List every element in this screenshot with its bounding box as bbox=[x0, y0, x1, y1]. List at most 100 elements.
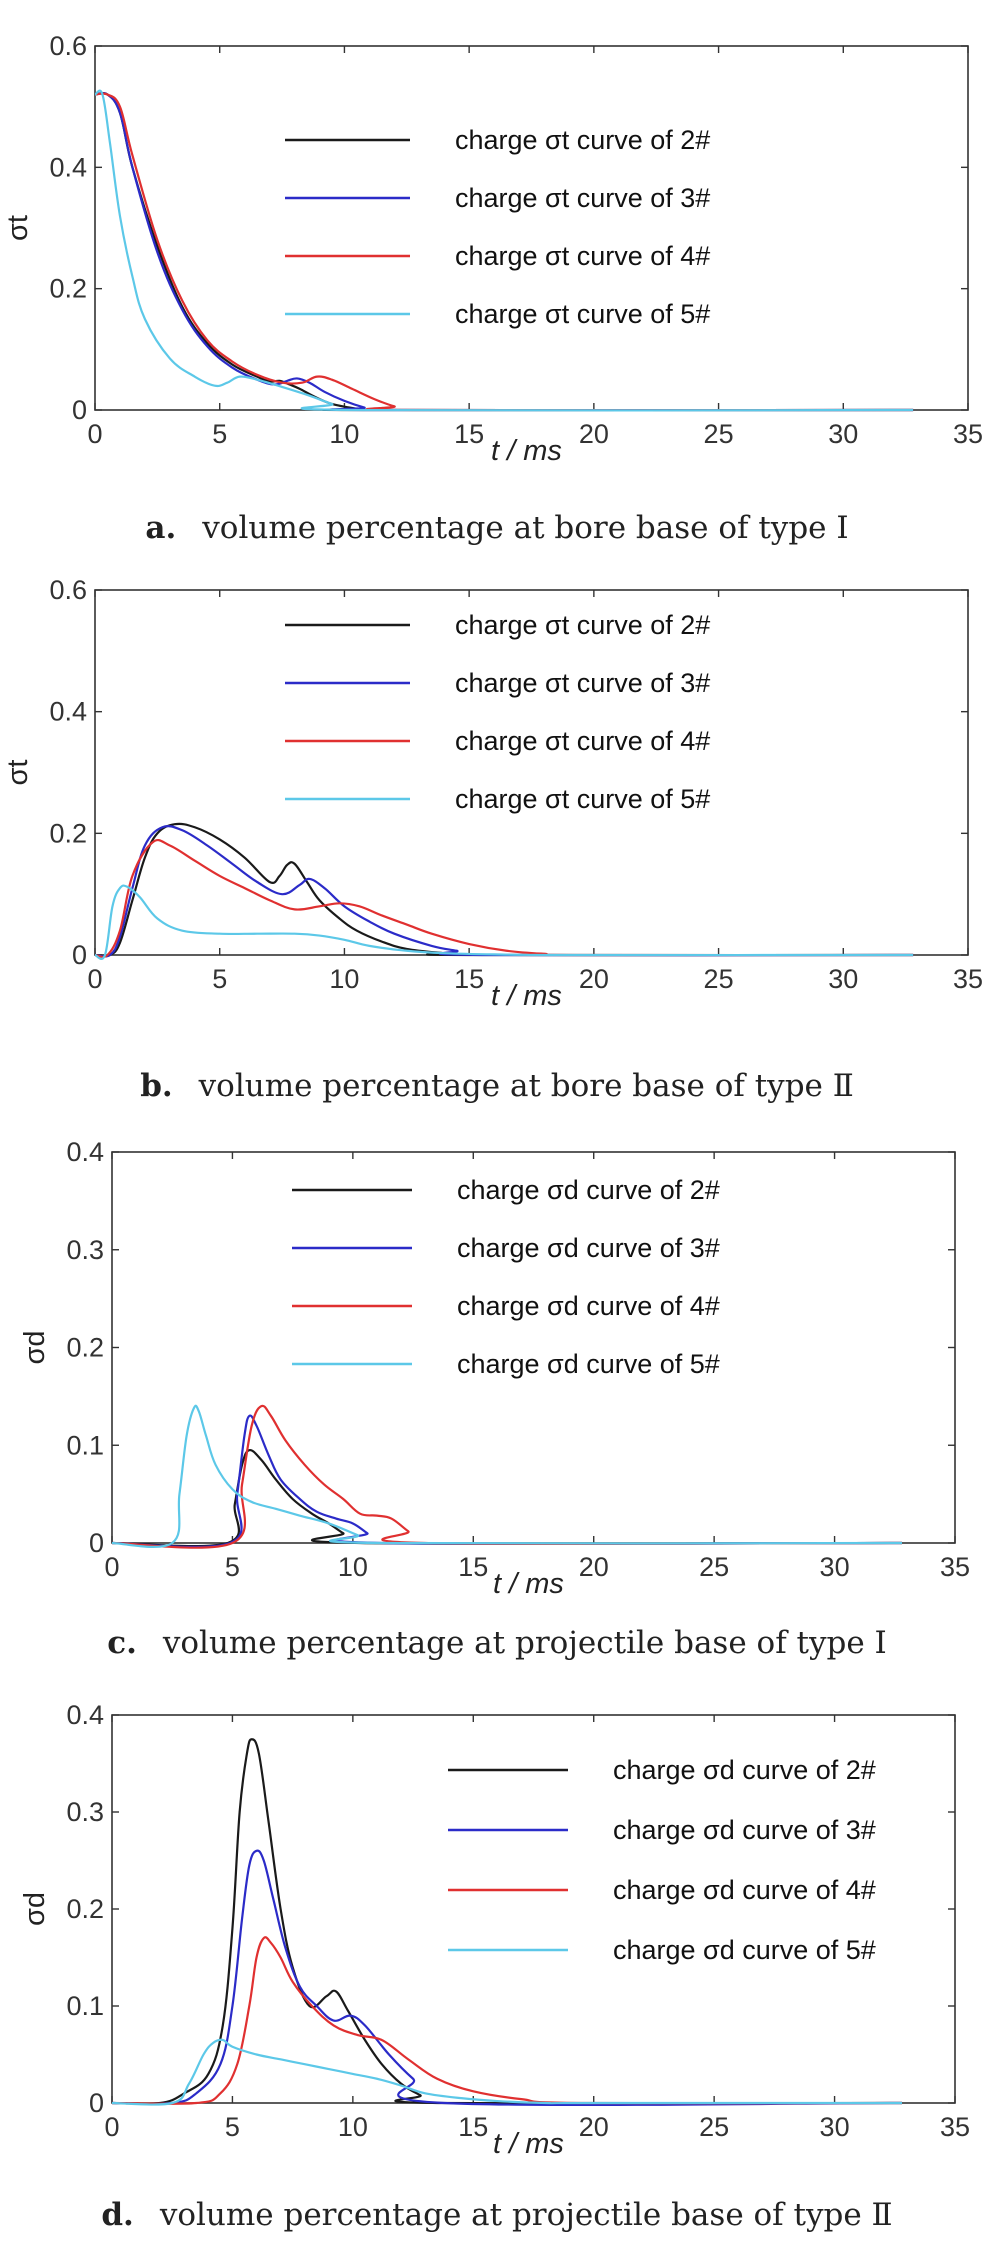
y-tick-label: 0 bbox=[89, 1528, 104, 1558]
y-tick-label: 0 bbox=[72, 940, 87, 970]
legend-label-5: charge σd curve of 5# bbox=[613, 1935, 876, 1965]
x-tick-label: 15 bbox=[454, 419, 484, 449]
y-tick-label: 0.3 bbox=[66, 1235, 104, 1265]
x-tick-label: 0 bbox=[87, 964, 102, 994]
chart-panel-c: 0 5 10 15 20 25 30 35 0 0.1 0.2 0.3 0.4 t / ms σd charg… bbox=[0, 1120, 994, 1685]
chart-b: 0 5 10 15 20 25 30 35 0 0.2 0.4 0.6 t / ms σt charge σ… bbox=[2, 575, 983, 1012]
series-line-5 bbox=[94, 89, 914, 412]
y-tick-label: 0.6 bbox=[49, 575, 87, 605]
x-tick-label: 25 bbox=[699, 2112, 729, 2142]
x-tick-label: 10 bbox=[329, 964, 359, 994]
series-line-4 bbox=[111, 1404, 903, 1549]
x-tick-label: 10 bbox=[338, 2112, 368, 2142]
caption-text-b: volume percentage at bore base of type Ⅱ bbox=[198, 1068, 854, 1104]
chart-c: 0 5 10 15 20 25 30 35 0 0.1 0.2 0.3 0.4 t / ms σd charg… bbox=[19, 1137, 970, 1600]
legend-label-5: charge σd curve of 5# bbox=[457, 1349, 720, 1379]
x-tick-label: 5 bbox=[212, 419, 227, 449]
legend-label-3: charge σd curve of 3# bbox=[457, 1233, 720, 1263]
series-line-5 bbox=[111, 1404, 903, 1549]
caption-label-d: d. bbox=[101, 2197, 134, 2233]
y-tick-label: 0.4 bbox=[66, 1137, 104, 1167]
x-tick-label: 20 bbox=[579, 1552, 609, 1582]
x-tick-label: 5 bbox=[212, 964, 227, 994]
y-tick-label: 0.6 bbox=[49, 31, 87, 61]
series-line-4 bbox=[94, 839, 914, 959]
x-tick-label: 35 bbox=[953, 419, 983, 449]
legend-label-5: charge σt curve of 5# bbox=[455, 784, 710, 814]
y-tick-label: 0.2 bbox=[49, 274, 87, 304]
caption-label-a: a. bbox=[145, 510, 177, 546]
x-tick-label: 5 bbox=[225, 2112, 240, 2142]
caption-d: d. volume percentage at projectile base o… bbox=[0, 2197, 994, 2233]
y-tick-label: 0 bbox=[72, 395, 87, 425]
y-tick-label: 0.3 bbox=[66, 1797, 104, 1827]
legend-label-3: charge σt curve of 3# bbox=[455, 668, 710, 698]
legend-label-4: charge σt curve of 4# bbox=[455, 726, 710, 756]
x-axis-label: t / ms bbox=[493, 1568, 564, 1600]
x-tick-label: 15 bbox=[458, 2112, 488, 2142]
x-tick-label: 20 bbox=[579, 419, 609, 449]
y-tick-label: 0.4 bbox=[49, 152, 87, 182]
x-tick-label: 0 bbox=[104, 1552, 119, 1582]
y-tick-label: 0.2 bbox=[66, 1333, 104, 1363]
legend-label-4: charge σd curve of 4# bbox=[613, 1875, 876, 1905]
y-tick-label: 0.2 bbox=[66, 1894, 104, 1924]
y-axis-label: σd bbox=[19, 1892, 51, 1926]
chart-panel-a: 0 5 10 15 20 25 30 35 0 0.2 0.4 0.6 t / ms σt charge σ… bbox=[0, 0, 994, 560]
series-line-2 bbox=[94, 822, 914, 958]
y-axis-label: σd bbox=[19, 1330, 51, 1364]
x-tick-label: 20 bbox=[579, 964, 609, 994]
series-line-5 bbox=[94, 884, 914, 960]
x-tick-label: 30 bbox=[828, 419, 858, 449]
legend-label-3: charge σt curve of 3# bbox=[455, 183, 710, 213]
legend-label-2: charge σt curve of 2# bbox=[455, 610, 710, 640]
x-tick-label: 10 bbox=[338, 1552, 368, 1582]
series-line-4 bbox=[94, 92, 914, 412]
y-axis-label: σt bbox=[2, 215, 34, 241]
y-axis-label: σt bbox=[2, 760, 34, 786]
x-tick-label: 30 bbox=[820, 2112, 850, 2142]
caption-b: b. volume percentage at bore base of type… bbox=[0, 1068, 994, 1104]
y-tick-label: 0.2 bbox=[49, 818, 87, 848]
plot-frame bbox=[94, 45, 969, 411]
y-tick-label: 0.4 bbox=[66, 1700, 104, 1730]
x-tick-label: 0 bbox=[87, 419, 102, 449]
series-line-3 bbox=[111, 1849, 903, 2107]
caption-label-c: c. bbox=[107, 1625, 137, 1661]
series-line-5 bbox=[111, 2038, 903, 2106]
x-tick-label: 25 bbox=[704, 964, 734, 994]
x-axis-label: t / ms bbox=[493, 2128, 564, 2160]
series-line-2 bbox=[111, 1448, 903, 1548]
x-tick-label: 30 bbox=[820, 1552, 850, 1582]
caption-c: c. volume percentage at projectile base o… bbox=[0, 1625, 994, 1661]
x-tick-label: 20 bbox=[579, 2112, 609, 2142]
x-tick-label: 25 bbox=[704, 419, 734, 449]
series-line-4 bbox=[111, 1936, 903, 2105]
legend-label-3: charge σd curve of 3# bbox=[613, 1815, 876, 1845]
plot-frame bbox=[94, 589, 969, 956]
chart-a: 0 5 10 15 20 25 30 35 0 0.2 0.4 0.6 t / ms σt charge σ… bbox=[2, 31, 983, 467]
x-tick-label: 35 bbox=[953, 964, 983, 994]
caption-label-b: b. bbox=[140, 1068, 173, 1104]
caption-text-a: volume percentage at bore base of type Ⅰ bbox=[202, 510, 849, 546]
x-tick-label: 30 bbox=[828, 964, 858, 994]
caption-a: a. volume percentage at bore base of type… bbox=[0, 510, 994, 546]
x-tick-label: 10 bbox=[329, 419, 359, 449]
y-tick-label: 0.4 bbox=[49, 697, 87, 727]
x-tick-label: 5 bbox=[225, 1552, 240, 1582]
series-line-3 bbox=[94, 825, 914, 958]
caption-text-d: volume percentage at projectile base of … bbox=[159, 2197, 893, 2233]
y-tick-label: 0.1 bbox=[66, 1430, 104, 1460]
chart-panel-b: 0 5 10 15 20 25 30 35 0 0.2 0.4 0.6 t / ms σt charge σ… bbox=[0, 560, 994, 1120]
y-tick-label: 0 bbox=[89, 2088, 104, 2118]
x-tick-label: 35 bbox=[940, 1552, 970, 1582]
legend-label-2: charge σt curve of 2# bbox=[455, 125, 710, 155]
x-tick-label: 0 bbox=[104, 2112, 119, 2142]
x-axis-label: t / ms bbox=[491, 435, 562, 467]
legend-label-2: charge σd curve of 2# bbox=[613, 1755, 876, 1785]
chart-panel-d: 0 5 10 15 20 25 30 35 0 0.1 0.2 0.3 0.4 t / ms σd charg… bbox=[0, 1685, 994, 2260]
y-tick-label: 0.1 bbox=[66, 1991, 104, 2021]
x-axis-label: t / ms bbox=[491, 980, 562, 1012]
legend-label-4: charge σt curve of 4# bbox=[455, 241, 710, 271]
x-tick-label: 15 bbox=[454, 964, 484, 994]
